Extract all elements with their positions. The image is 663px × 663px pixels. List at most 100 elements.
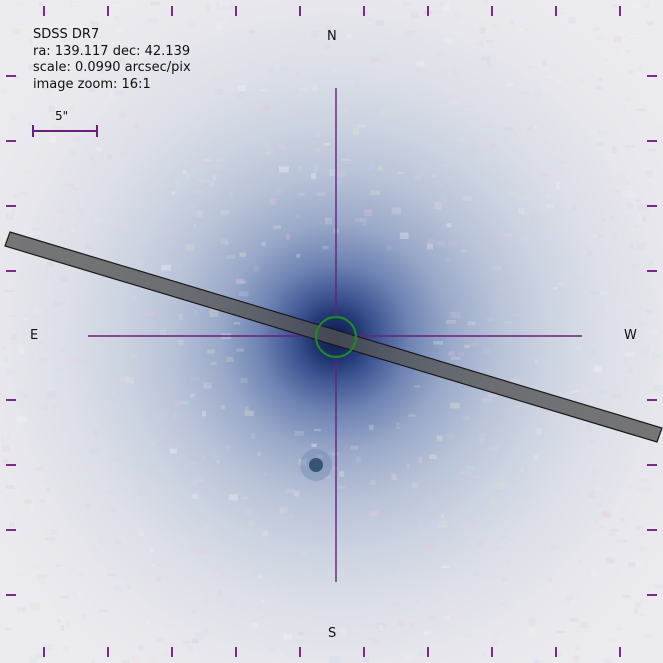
noise-patch — [568, 16, 576, 24]
noise-patch — [294, 639, 303, 642]
noise-patch — [311, 173, 317, 179]
noise-patch — [50, 273, 54, 280]
noise-patch — [241, 496, 249, 500]
noise-patch — [518, 242, 523, 245]
noise-patch — [644, 205, 649, 211]
noise-patch — [384, 50, 389, 57]
noise-patch — [574, 539, 583, 542]
noise-patch — [216, 2, 220, 10]
noise-patch — [491, 639, 497, 646]
noise-patch — [572, 278, 581, 282]
noise-patch — [590, 569, 596, 576]
noise-patch — [126, 377, 134, 384]
noise-patch — [169, 448, 177, 454]
noise-patch — [318, 553, 323, 557]
noise-patch — [202, 159, 212, 162]
noise-patch — [587, 179, 591, 184]
noise-patch — [212, 174, 216, 181]
noise-patch — [481, 652, 486, 658]
noise-patch — [106, 491, 113, 495]
noise-patch — [32, 227, 42, 231]
noise-patch — [203, 634, 212, 637]
noise-patch — [381, 109, 392, 116]
noise-patch — [193, 590, 198, 594]
noise-patch — [472, 224, 476, 227]
noise-patch — [469, 105, 474, 108]
noise-patch — [622, 190, 633, 198]
noise-patch — [19, 192, 29, 196]
noise-patch — [409, 622, 414, 628]
noise-patch — [354, 80, 358, 84]
noise-patch — [536, 575, 544, 578]
noise-patch — [517, 86, 524, 89]
noise-patch — [375, 20, 385, 27]
noise-patch — [148, 17, 159, 24]
noise-patch — [109, 396, 117, 402]
noise-patch — [187, 645, 194, 651]
noise-patch — [70, 357, 80, 363]
noise-patch — [28, 657, 38, 663]
spectroscopic-slit[interactable] — [4, 231, 663, 443]
noise-patch — [434, 202, 442, 210]
noise-patch — [12, 28, 21, 34]
noise-patch — [244, 410, 254, 416]
noise-patch — [49, 136, 56, 143]
noise-patch — [112, 40, 122, 44]
noise-patch — [182, 641, 191, 644]
noise-patch — [200, 122, 206, 129]
noise-patch — [225, 444, 232, 452]
noise-patch — [416, 61, 425, 67]
noise-patch — [35, 467, 44, 472]
noise-patch — [369, 510, 380, 517]
noise-patch — [212, 566, 221, 572]
noise-patch — [647, 525, 656, 532]
noise-patch — [12, 336, 17, 341]
noise-patch — [271, 606, 279, 611]
noise-patch — [442, 38, 453, 43]
noise-patch — [35, 653, 45, 660]
noise-patch — [167, 88, 175, 91]
noise-patch — [81, 78, 88, 85]
noise-patch — [235, 652, 241, 656]
noise-patch — [495, 482, 505, 490]
noise-patch — [533, 660, 540, 663]
noise-patch — [301, 550, 306, 555]
noise-patch — [71, 30, 76, 35]
noise-patch — [436, 435, 443, 442]
noise-patch — [560, 279, 566, 282]
noise-patch — [639, 479, 649, 483]
noise-patch — [541, 59, 547, 66]
noise-patch — [185, 172, 190, 179]
noise-patch — [446, 223, 452, 228]
noise-patch — [620, 457, 627, 460]
noise-patch — [267, 67, 274, 74]
noise-patch — [120, 151, 128, 156]
noise-patch — [484, 0, 488, 3]
noise-patch — [607, 638, 618, 642]
noise-patch — [287, 132, 297, 138]
noise-patch — [99, 254, 103, 262]
noise-patch — [32, 308, 42, 314]
noise-patch — [15, 2, 25, 7]
noise-patch — [190, 173, 194, 176]
noise-patch — [435, 566, 440, 571]
crosshair — [88, 88, 582, 582]
noise-patch — [57, 619, 61, 623]
noise-patch — [603, 659, 613, 663]
noise-patch — [147, 440, 156, 446]
noise-patch — [437, 520, 447, 526]
noise-patch — [24, 327, 31, 334]
target-circle[interactable] — [314, 315, 358, 359]
noise-patch — [136, 261, 145, 266]
noise-patch — [637, 204, 647, 211]
noise-patch — [8, 212, 16, 215]
noise-patch — [64, 183, 75, 187]
noise-patch — [148, 542, 155, 545]
noise-patch — [428, 238, 435, 245]
noise-patch — [215, 89, 223, 96]
noise-patch — [340, 628, 347, 635]
noise-patch — [220, 239, 228, 245]
noise-patch — [89, 155, 94, 162]
noise-patch — [196, 211, 203, 218]
